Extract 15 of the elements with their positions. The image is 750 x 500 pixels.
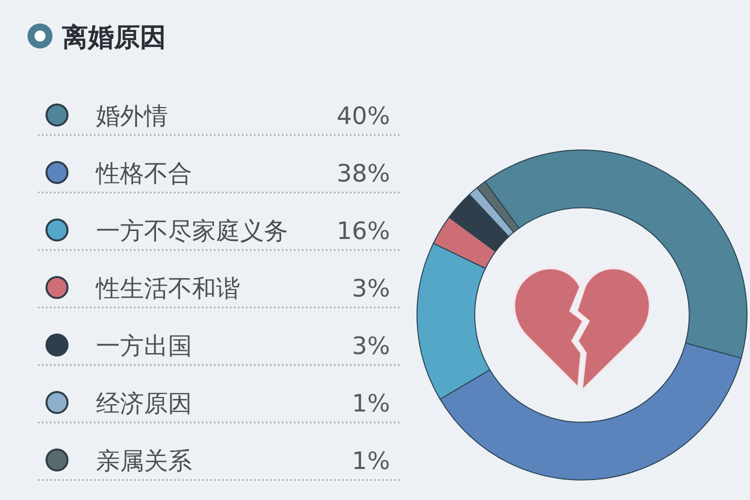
legend-label: 婚外情 xyxy=(96,102,168,130)
data-label: 40% xyxy=(336,102,390,130)
legend-label: 性格不合 xyxy=(95,160,192,188)
data-label: 16% xyxy=(336,217,390,245)
legend-label: 性生活不和谐 xyxy=(95,274,240,302)
data-label: 1% xyxy=(352,447,390,475)
legend-label: 经济原因 xyxy=(96,390,192,418)
legend-label: 一方出国 xyxy=(96,332,192,360)
chart-title: 离婚原因 xyxy=(61,23,166,53)
data-label: 3% xyxy=(352,274,390,302)
legend-label: 一方不尽家庭义务 xyxy=(96,217,288,245)
legend-label: 亲属关系 xyxy=(96,447,192,475)
data-label: 3% xyxy=(352,332,390,360)
data-label: 38% xyxy=(336,160,390,188)
data-label: 1% xyxy=(352,390,390,418)
